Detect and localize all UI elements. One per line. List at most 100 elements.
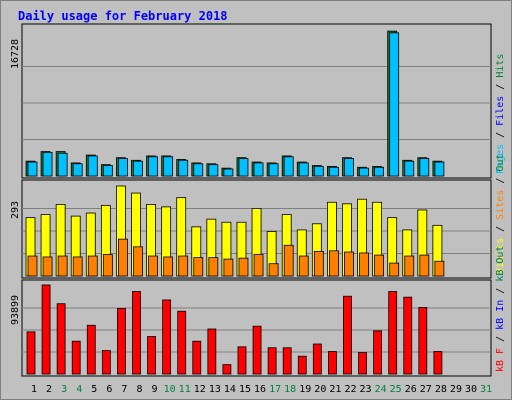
- y-max-label: 93899: [10, 295, 21, 325]
- legend-item: Files: [495, 96, 506, 126]
- bar-sites: [298, 255, 309, 277]
- legend-kbytes: kB F / kB In / kB Out: [495, 246, 506, 372]
- bar-sites: [148, 255, 158, 277]
- legend-separator: /: [495, 126, 506, 144]
- bar-files: [193, 163, 204, 177]
- panel-visits-sites: 293 Visits / Sites / Out: [10, 154, 506, 279]
- bar-sites: [163, 256, 174, 277]
- x-tick-label: 21: [329, 384, 341, 395]
- legend-item: Sites: [495, 190, 506, 220]
- bar-kb-f: [282, 347, 292, 375]
- bar-sites: [118, 238, 128, 277]
- bar-files: [178, 159, 189, 177]
- bar-sites: [268, 263, 279, 277]
- x-tick-label: 27: [420, 384, 432, 395]
- bar-sites: [359, 252, 369, 277]
- x-tick-label: 29: [450, 384, 462, 395]
- bar-kb-f: [433, 351, 443, 375]
- x-tick-label: 5: [91, 384, 97, 395]
- bar-sites: [133, 246, 143, 277]
- bar-files: [313, 165, 324, 177]
- bar-kb-f: [312, 343, 322, 375]
- chart-title: Daily usage for February 2018: [18, 9, 228, 23]
- bar-sites: [313, 251, 324, 277]
- bar-files: [223, 168, 234, 177]
- x-tick-label: 23: [360, 384, 372, 395]
- bar-sites: [102, 254, 113, 277]
- bar-kb-f: [252, 325, 262, 375]
- bar-files: [434, 161, 445, 177]
- bar-kb-f: [373, 330, 383, 375]
- bar-kb-f: [41, 284, 51, 375]
- bar-files: [87, 155, 98, 177]
- panel-hits-files-pages: 16728 Pages / Files / Hits: [10, 23, 506, 179]
- bar-files: [268, 163, 279, 177]
- bar-sites: [72, 256, 83, 277]
- x-tick-label: 28: [435, 384, 447, 395]
- y-max-label: 16728: [10, 39, 21, 69]
- x-tick-label: 6: [106, 384, 112, 395]
- legend-item: kB F: [495, 348, 506, 372]
- bar-kb-f: [192, 340, 202, 375]
- bar-files: [102, 165, 113, 177]
- bar-kb-f: [222, 364, 232, 375]
- x-tick-label: 2: [46, 384, 52, 395]
- x-tick-label: 17: [269, 384, 281, 395]
- bar-kb-f: [327, 351, 337, 375]
- bar-kb-f: [358, 352, 367, 375]
- x-tick-label: 4: [76, 384, 82, 395]
- bar-kb-f: [132, 291, 141, 375]
- bar-kb-f: [56, 303, 66, 375]
- x-tick-label: 25: [390, 384, 402, 395]
- bar-sites: [404, 255, 415, 277]
- x-tick-label: 11: [179, 384, 191, 395]
- bar-sites: [283, 244, 294, 277]
- x-tick-label: 10: [164, 384, 176, 395]
- bar-sites: [374, 254, 385, 277]
- bar-files: [404, 160, 415, 177]
- bar-sites: [434, 260, 445, 277]
- bar-files: [238, 158, 249, 177]
- bar-files: [298, 162, 309, 177]
- bar-files: [133, 160, 143, 177]
- legend-item: kB In: [495, 300, 506, 330]
- bar-files: [208, 164, 219, 177]
- x-tick-label: 26: [405, 384, 417, 395]
- bar-files: [253, 162, 264, 177]
- bar-kb-f: [207, 328, 217, 375]
- x-tick-label: 12: [194, 384, 206, 395]
- bar-kb-f: [403, 296, 413, 375]
- x-tick-label: 20: [314, 384, 326, 395]
- bar-sites: [344, 251, 354, 277]
- x-axis: 1 2 3 4 5 6 7 8 9 10 11 12 13 14 15 16 17 18 19 20 21 22 23 24 2…: [31, 384, 492, 395]
- bar-files: [389, 32, 400, 177]
- x-tick-label: 14: [224, 384, 236, 395]
- legend-item: Hits: [495, 54, 506, 78]
- x-tick-label: 3: [61, 384, 67, 395]
- bar-kb-f: [101, 350, 111, 375]
- x-tick-label: 1: [31, 384, 37, 395]
- bar-sites: [193, 257, 204, 277]
- legend-separator: /: [495, 220, 506, 238]
- x-tick-label: 9: [152, 384, 158, 395]
- legend-item: Pages: [495, 144, 506, 174]
- bar-kb-f: [267, 347, 277, 375]
- legend-separator: /: [495, 78, 506, 96]
- bar-kb-f: [237, 346, 247, 375]
- x-tick-label: 22: [344, 384, 356, 395]
- bar-files: [344, 158, 354, 177]
- bar-sites: [42, 256, 53, 277]
- bar-kb-f: [117, 307, 126, 375]
- legend-item: Out: [495, 154, 506, 172]
- bar-kb-f: [343, 295, 352, 375]
- x-tick-label: 31: [480, 384, 492, 395]
- x-tick-label: 30: [465, 384, 477, 395]
- legend-visits-sites: Visits / Sites / Out: [495, 154, 506, 274]
- x-tick-label: 7: [121, 384, 127, 395]
- bar-files: [27, 161, 38, 177]
- x-tick-label: 18: [284, 384, 296, 395]
- bar-sites: [328, 250, 339, 277]
- bar-files: [283, 156, 294, 177]
